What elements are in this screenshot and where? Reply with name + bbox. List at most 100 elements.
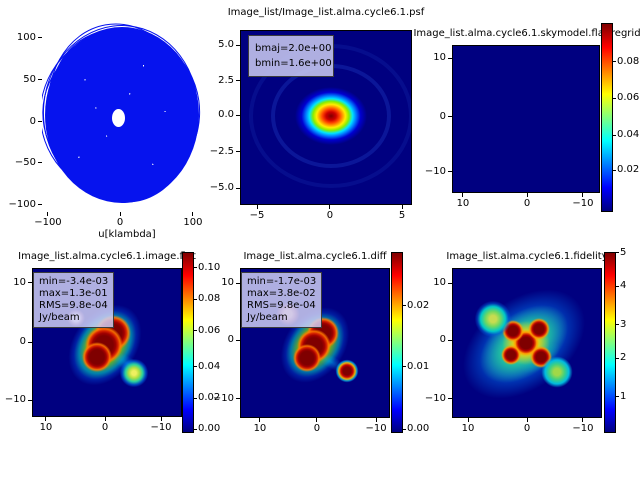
fidelity-colorbar-tick-mark — [616, 252, 619, 254]
uv-coverage-plot-area — [42, 22, 212, 212]
fidelity-colorbar-tick-label: 1 — [620, 390, 627, 402]
skymodel-x-tick-mark — [462, 193, 464, 197]
image-y-tick-mark — [28, 399, 32, 401]
skymodel-y-tick-mark — [448, 57, 452, 59]
fidelity-x-tick-label: −10 — [572, 423, 594, 434]
uv-y-tick-mark — [38, 162, 42, 164]
image-colorbar-tick-label: 0.08 — [198, 293, 221, 305]
fidelity-x-tick-mark — [467, 418, 469, 422]
fidelity-plot-image — [452, 268, 602, 418]
uv-x-tick-label: 100 — [183, 217, 203, 228]
psf-y-tick-label: −5.0 — [209, 182, 234, 194]
fidelity-y-tick-label: 10 — [433, 277, 446, 288]
uv-y-tick-label: −100 — [8, 198, 36, 210]
diff-colorbar-tick-label: 0.01 — [407, 360, 430, 372]
psf-x-tick-label: 0 — [326, 210, 334, 221]
uv-x-tick-mark — [192, 212, 194, 216]
diff-rms-text: RMS=9.8e-04 — [247, 300, 316, 311]
uv-x-tick-mark — [119, 212, 121, 216]
image-colorbar-tick-label: 0.10 — [198, 261, 221, 273]
uv-central-hole — [112, 109, 125, 127]
psf-y-tick-label: −2.5 — [209, 145, 234, 157]
image-y-tick-label: 0 — [19, 336, 26, 348]
skymodel-x-tick-label: −10 — [572, 198, 594, 209]
uv-y-tick-label: 50 — [23, 73, 36, 85]
diff-x-tick-mark — [259, 418, 261, 422]
fidelity-y-tick-mark — [448, 282, 452, 284]
psf-x-tick-mark — [401, 205, 403, 209]
skymodel-y-tick-label: −10 — [424, 165, 446, 177]
image-colorbar-tick-mark — [194, 397, 197, 399]
fidelity-colorbar — [604, 252, 616, 433]
skymodel-plot-image — [452, 45, 600, 193]
skymodel-title: Image_list.alma.cycle6.1.skymodel.flat.r… — [413, 28, 640, 39]
image-rms-text: RMS=9.8e-04 — [39, 300, 108, 311]
uv-y-tick-mark — [38, 37, 42, 39]
skymodel-colorbar-tick-mark — [613, 97, 616, 99]
image-min-text: min=-3.4e-03 — [39, 276, 109, 287]
image-colorbar-tick-label: 0.06 — [198, 324, 221, 336]
fidelity-y-tick-mark — [448, 398, 452, 400]
skymodel-colorbar-tick-label: 0.06 — [617, 92, 640, 104]
fidelity-colorbar-tick-label: 2 — [620, 352, 627, 364]
uv-y-tick-mark — [38, 121, 42, 123]
image-x-tick-mark — [104, 417, 106, 421]
diff-title: Image_list.alma.cycle6.1.diff — [243, 251, 387, 262]
diff-x-tick-label: 0 — [313, 423, 321, 434]
psf-y-tick-label: 2.5 — [218, 74, 234, 86]
fidelity-colorbar-tick-label: 4 — [620, 280, 627, 292]
image-flat-title: Image_list.alma.cycle6.1.image.flat — [18, 251, 196, 262]
diff-y-tick-label: 0 — [227, 334, 234, 345]
image-colorbar-tick-label: 0.00 — [198, 423, 221, 435]
uv-x-tick-label: 0 — [116, 217, 124, 228]
uv-x-tick-mark — [47, 212, 49, 216]
psf-x-tick-mark — [329, 205, 331, 209]
psf-y-tick-mark — [236, 80, 240, 82]
fidelity-core-lobe — [528, 318, 550, 340]
uv-y-tick-label: −50 — [14, 156, 36, 168]
image-secondary-source-blob — [119, 358, 149, 388]
image-x-tick-mark — [160, 417, 162, 421]
fidelity-colorbar-tick-label: 5 — [620, 246, 627, 258]
uv-x-tick-label: −100 — [34, 217, 62, 228]
skymodel-x-tick-mark — [526, 193, 528, 197]
image-source-core-lobe — [82, 342, 112, 372]
psf-title: Image_list/Image_list.alma.cycle6.1.psf — [227, 7, 425, 18]
uv-y-tick-mark — [38, 204, 42, 206]
image-y-tick-label: 10 — [13, 276, 26, 288]
uv-y-tick-label: 100 — [16, 31, 36, 43]
image-unit-text: Jy/beam — [39, 312, 80, 323]
diff-colorbar-tick-mark — [403, 305, 406, 307]
diff-compact-residual-blob — [335, 359, 359, 383]
fidelity-colorbar-tick-mark — [616, 285, 619, 287]
image-colorbar-tick-mark — [194, 267, 197, 269]
fidelity-core-lobe — [501, 345, 521, 365]
diff-x-tick-mark — [375, 418, 377, 422]
diff-colorbar-tick-label: 0.00 — [407, 423, 430, 435]
psf-y-tick-mark — [236, 151, 240, 153]
fidelity-y-tick-mark — [448, 339, 452, 341]
image-colorbar-tick-mark — [194, 330, 197, 332]
uv-y-tick-label: 0 — [29, 115, 36, 127]
fidelity-x-tick-mark — [526, 418, 528, 422]
image-y-tick-mark — [28, 341, 32, 343]
psf-beam-peak — [295, 87, 367, 145]
image-colorbar-tick-label: 0.04 — [198, 360, 221, 372]
diff-y-tick-label: −10 — [212, 392, 234, 404]
image-colorbar-tick-mark — [194, 428, 197, 430]
fidelity-colorbar-tick-mark — [616, 357, 619, 359]
diff-stats-annotation: min=-1.7e-03 max=3.8e-02 RMS=9.8e-04 Jy/… — [241, 272, 322, 328]
image-x-tick-mark — [45, 417, 47, 421]
diff-y-tick-mark — [236, 339, 240, 341]
skymodel-x-tick-label: 0 — [523, 198, 531, 209]
skymodel-y-tick-label: 0 — [439, 110, 446, 122]
skymodel-colorbar-tick-label: 0.08 — [617, 55, 640, 67]
diff-residual-core-lobe — [293, 344, 321, 372]
image-y-tick-mark — [28, 282, 32, 284]
psf-x-tick-label: 5 — [398, 210, 406, 221]
fidelity-y-tick-label: 0 — [439, 334, 446, 345]
image-x-tick-label: −10 — [150, 422, 172, 433]
image-stats-annotation: min=-3.4e-03 max=1.3e-01 RMS=9.8e-04 Jy/… — [33, 272, 114, 328]
image-colorbar-tick-mark — [194, 366, 197, 368]
